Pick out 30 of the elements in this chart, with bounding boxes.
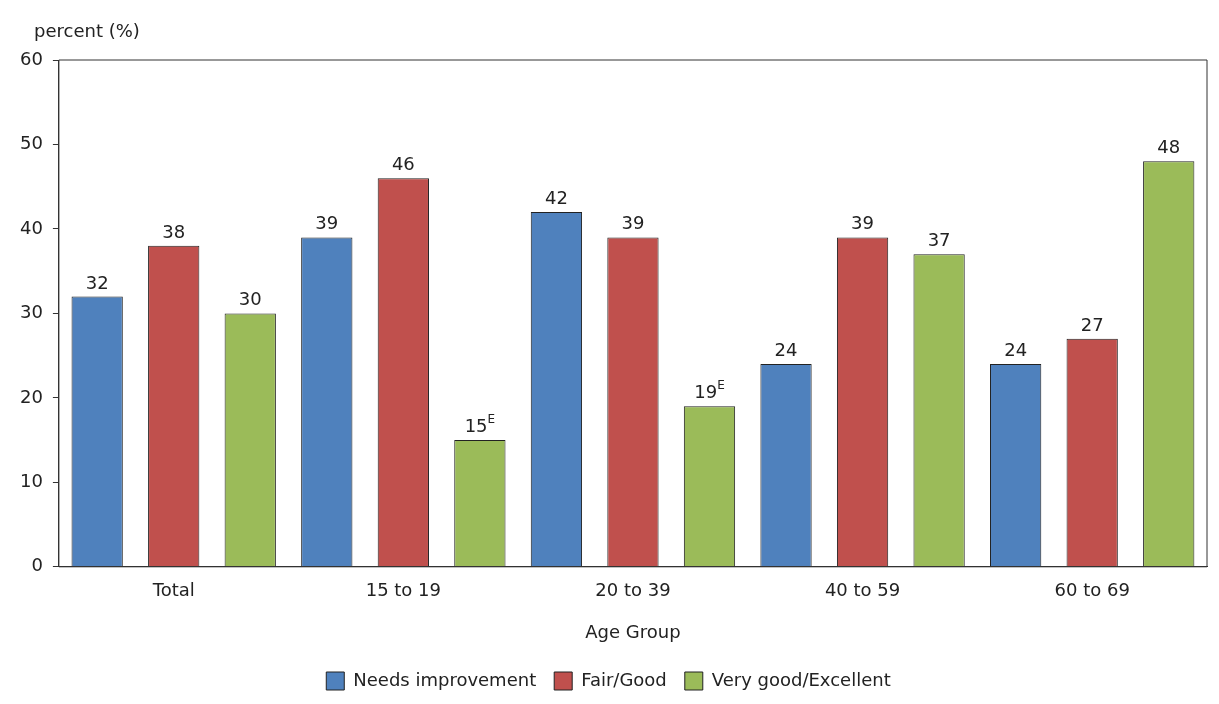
data-label: 46 bbox=[391, 153, 415, 175]
data-label: 30 bbox=[238, 288, 262, 310]
data-label: 32 bbox=[85, 271, 109, 293]
data-label: 27 bbox=[1080, 313, 1104, 335]
x-axis-title: Age Group bbox=[585, 620, 681, 642]
x-tick-label: 60 to 69 bbox=[1054, 579, 1130, 601]
x-tick-label: 20 to 39 bbox=[595, 579, 671, 601]
legend-label: Fair/Good bbox=[581, 668, 667, 690]
y-axis-title: percent (%) bbox=[34, 20, 140, 41]
y-tick-label: 60 bbox=[20, 47, 43, 69]
data-label: 24 bbox=[774, 339, 798, 361]
y-tick-label: 40 bbox=[20, 216, 43, 238]
data-label: 39 bbox=[621, 212, 645, 234]
y-tick-label: 20 bbox=[20, 385, 43, 407]
y-tick-label: 30 bbox=[20, 301, 43, 323]
x-tick-label: 15 to 19 bbox=[365, 579, 441, 601]
data-label: 39 bbox=[315, 212, 339, 234]
y-tick-label: 50 bbox=[20, 132, 43, 154]
legend-label: Very good/Excellent bbox=[711, 668, 891, 690]
x-tick-label: Total bbox=[151, 579, 195, 601]
legend-label: Needs improvement bbox=[353, 668, 537, 690]
data-label: 37 bbox=[927, 229, 951, 251]
y-tick-label: 10 bbox=[20, 470, 43, 492]
data-label: 39 bbox=[851, 212, 875, 234]
data-label: 48 bbox=[1157, 136, 1181, 158]
data-label: 38 bbox=[162, 220, 186, 242]
data-label: 24 bbox=[1004, 339, 1028, 361]
y-tick-label: 0 bbox=[31, 554, 43, 576]
data-label: 42 bbox=[544, 187, 568, 209]
x-tick-label: 40 to 59 bbox=[824, 579, 901, 601]
